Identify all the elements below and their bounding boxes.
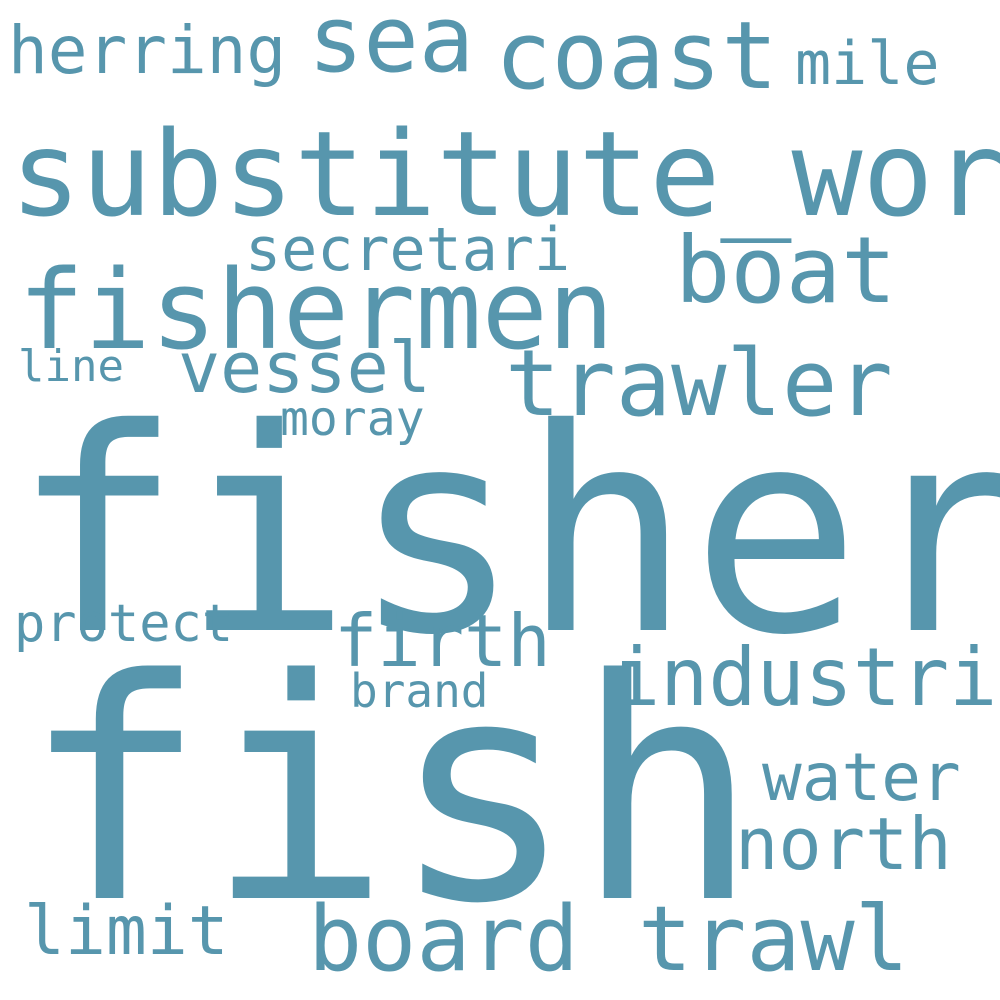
word-protect: protect — [14, 594, 234, 654]
word-line: line — [18, 341, 124, 392]
word-herring: herring — [8, 12, 287, 89]
word-sea: sea — [308, 0, 475, 93]
word-coast: coast — [495, 2, 778, 111]
word-vessel: vessel — [178, 327, 431, 409]
word-industri: industri — [612, 631, 998, 724]
word-trawl: trawl — [638, 887, 909, 992]
word-fisheri: fisheri — [12, 368, 1000, 697]
word-brand: brand — [350, 664, 489, 718]
word-fish: fish — [22, 615, 759, 971]
word-boat: boat — [675, 217, 897, 324]
word-limit: limit — [24, 892, 229, 971]
word-moray: moray — [280, 391, 425, 447]
word-secretari: secretari — [245, 215, 571, 285]
word-north: north — [735, 802, 952, 886]
word-trawler: trawler — [505, 330, 893, 437]
word-fishermen: fishermen — [18, 246, 615, 374]
word-mile: mile — [795, 29, 940, 99]
word-water: water — [762, 739, 961, 816]
word-board: board — [308, 887, 579, 992]
word-substitute-word: substitute_word — [10, 105, 1000, 243]
word-firth: firth — [334, 599, 551, 683]
